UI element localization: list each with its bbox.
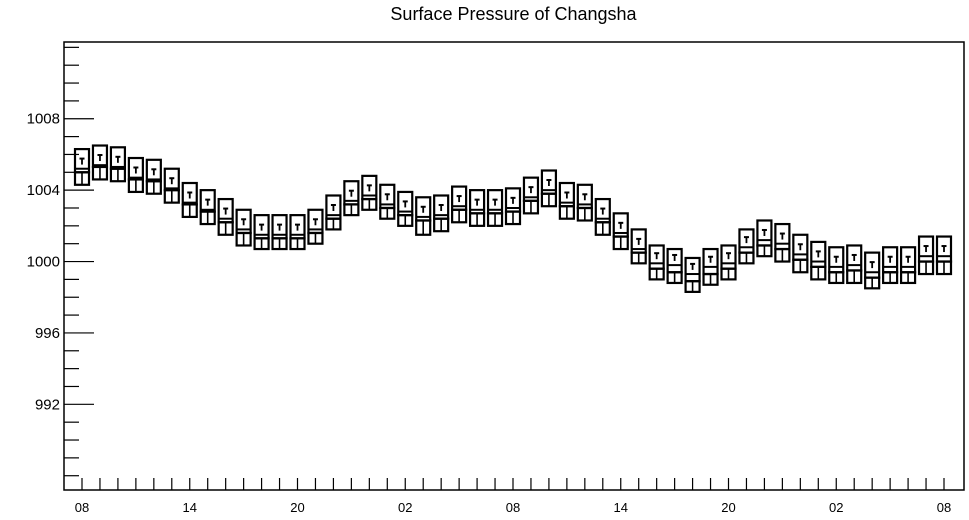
box-plot-glyph — [846, 244, 863, 285]
box-plot-glyph — [612, 212, 629, 251]
box-plot-glyph — [576, 183, 593, 222]
plot-frame — [63, 41, 965, 491]
box-plot-glyph — [217, 197, 234, 236]
box-plot-glyph — [109, 146, 127, 183]
chart-title: Surface Pressure of Changsha — [390, 4, 637, 24]
x-tick-label: 08 — [506, 500, 520, 515]
x-tick-label: 20 — [721, 500, 735, 515]
box-plot-glyph — [163, 167, 180, 204]
box-plot-glyph — [468, 189, 486, 227]
y-tick-label: 1004 — [27, 182, 60, 199]
x-tick-label: 02 — [829, 500, 843, 515]
box-plot-glyph — [720, 244, 737, 281]
y-tick-label: 1008 — [27, 111, 60, 128]
box-plot-glyph — [882, 246, 899, 285]
box-plot-glyph — [810, 240, 827, 281]
box-plot-glyph — [630, 228, 647, 265]
y-tick-label: 992 — [35, 396, 60, 413]
box-plot-glyph — [756, 219, 773, 258]
box-plot-glyph — [199, 189, 216, 226]
box-plot-glyph — [235, 208, 252, 247]
box-plot-glyph — [522, 176, 540, 215]
box-plot-glyph — [684, 256, 701, 293]
x-tick-label: 02 — [398, 500, 412, 515]
box-plot-glyph — [271, 214, 288, 251]
y-tick-label: 996 — [35, 325, 60, 342]
box-plot-glyph — [540, 169, 558, 208]
box-plot-glyph — [666, 247, 683, 285]
box-plot-glyph — [91, 144, 109, 181]
box-plot-glyph — [253, 214, 270, 251]
box-plot-glyph — [558, 181, 575, 220]
box-plot-glyph — [73, 147, 91, 186]
box-plot-glyph — [899, 246, 917, 285]
box-plot-glyph — [145, 158, 162, 195]
box-plot-glyph — [648, 244, 665, 281]
box-plot-glyph — [774, 222, 791, 263]
x-tick-label: 08 — [75, 500, 89, 515]
x-tick-label: 08 — [937, 500, 951, 515]
box-plot-glyph — [397, 190, 414, 227]
box-plot-glyph — [307, 208, 324, 245]
box-plot-glyph — [917, 235, 935, 276]
box-plot-glyph — [828, 246, 845, 285]
box-plot-glyph — [325, 194, 342, 231]
box-plot-glyph — [738, 228, 755, 265]
box-plot-glyph — [415, 196, 432, 236]
box-plot-glyph — [343, 180, 360, 217]
box-plot-glyph — [935, 235, 953, 276]
box-plot-glyph — [702, 247, 719, 286]
box-plot-glyph — [181, 181, 198, 219]
x-tick-label: 20 — [290, 500, 304, 515]
x-tick-label: 14 — [183, 500, 197, 515]
box-plot-glyph — [127, 156, 144, 194]
box-plot-glyph — [361, 174, 378, 211]
y-tick-label: 1000 — [27, 254, 60, 271]
box-plot-glyph — [379, 183, 396, 220]
box-plot-glyph — [433, 194, 450, 233]
box-plot-glyph — [504, 187, 522, 226]
box-plot-glyph — [289, 214, 306, 251]
box-plot-glyph — [451, 185, 468, 224]
box-plot-glyph — [792, 233, 809, 274]
box-plot-glyph — [486, 189, 504, 227]
box-plot-glyph — [864, 251, 881, 290]
x-tick-label: 14 — [614, 500, 628, 515]
box-plot-glyph — [594, 197, 611, 236]
